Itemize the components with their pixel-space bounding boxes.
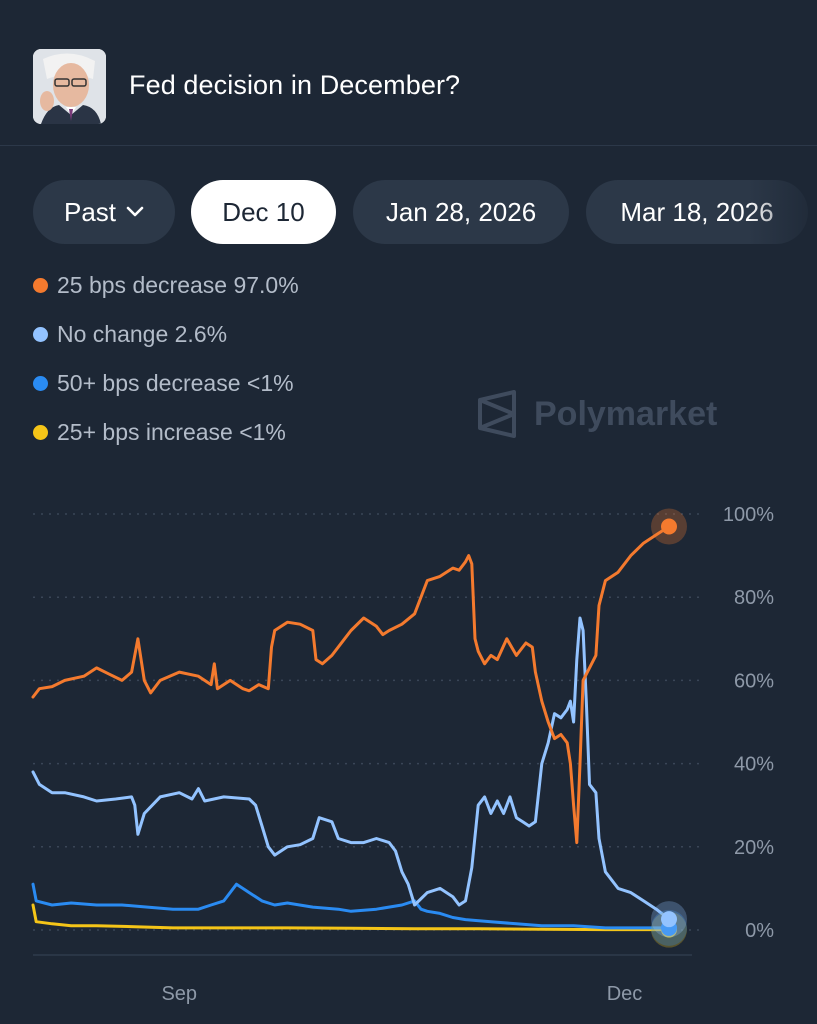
y-tick-label: 100% xyxy=(723,504,774,526)
tab-label: Past xyxy=(63,196,117,227)
price-chart[interactable]: 100% 80% 60% 40% 20% 0% Sep Dec xyxy=(0,480,817,1024)
y-tick-label: 0% xyxy=(745,920,774,942)
series-end-dot xyxy=(661,518,677,535)
page-title: Fed decision in December? xyxy=(129,70,461,100)
series-end-dot xyxy=(661,911,677,928)
chevron-down-icon xyxy=(126,206,144,217)
x-tick-label: Sep xyxy=(161,983,197,1005)
legend-item: 25+ bps increase <1% xyxy=(33,415,286,449)
legend-dot xyxy=(33,277,48,293)
y-axis-labels: 100% 80% 60% 40% 20% 0% xyxy=(723,504,774,942)
x-axis-labels: Sep Dec xyxy=(161,983,642,1005)
series-line xyxy=(31,882,671,930)
chart-series xyxy=(31,525,671,932)
polymarket-logo-icon xyxy=(478,390,516,438)
y-tick-label: 20% xyxy=(734,837,774,859)
legend-dot xyxy=(33,375,48,391)
y-tick-label: 40% xyxy=(734,754,774,776)
person-portrait-icon xyxy=(33,49,106,124)
legend-label: 25 bps decrease 97.0% xyxy=(57,271,299,298)
series-line xyxy=(31,525,671,845)
series-line xyxy=(31,903,671,932)
legend-label: 25+ bps increase <1% xyxy=(57,418,286,445)
legend-item: 50+ bps decrease <1% xyxy=(33,366,294,400)
y-tick-label: 60% xyxy=(734,670,774,692)
series-end-markers xyxy=(651,508,687,948)
tab-dec-10[interactable]: Dec 10 xyxy=(191,180,336,244)
legend-label: 50+ bps decrease <1% xyxy=(57,369,294,396)
series-line xyxy=(31,616,671,921)
polymarket-watermark: Polymarket xyxy=(476,390,717,438)
legend-dot xyxy=(33,424,48,440)
legend-dot xyxy=(33,326,48,342)
market-header: Fed decision in December? xyxy=(0,0,817,146)
legend-item: 25 bps decrease 97.0% xyxy=(33,268,299,302)
chart-grid xyxy=(33,513,700,931)
tab-label: Jan 28, 2026 xyxy=(385,196,537,227)
tab-label: Dec 10 xyxy=(222,196,305,227)
y-tick-label: 80% xyxy=(734,587,774,609)
market-avatar[interactable] xyxy=(33,49,106,124)
date-tabs: Past Dec 10 Jan 28, 2026 Mar 18, 2026 xyxy=(0,180,817,244)
legend-label: No change 2.6% xyxy=(57,320,228,347)
x-tick-label: Dec xyxy=(607,983,643,1005)
legend-item: No change 2.6% xyxy=(33,317,227,351)
tab-label: Mar 18, 2026 xyxy=(620,196,774,227)
tab-past[interactable]: Past xyxy=(33,180,175,244)
tab-jan-28-2026[interactable]: Jan 28, 2026 xyxy=(353,180,569,244)
watermark-text: Polymarket xyxy=(534,394,718,433)
tab-mar-18-2026[interactable]: Mar 18, 2026 xyxy=(586,180,808,244)
